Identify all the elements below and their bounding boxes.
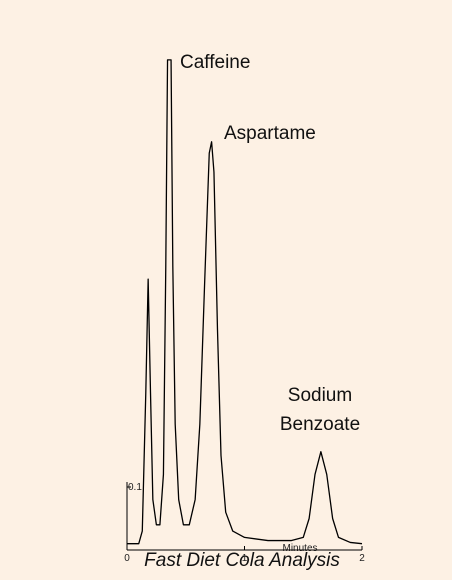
peak-label: Aspartame <box>224 123 316 144</box>
peak-label: Benzoate <box>280 414 360 435</box>
y-tick-label: 0.1 <box>128 482 142 493</box>
trace-line <box>127 59 363 545</box>
peak-label: Sodium <box>288 385 352 406</box>
x-axis-label: Minutes <box>282 543 317 554</box>
x-tick-label: 1 <box>242 553 248 564</box>
x-tick-label: 2 <box>359 553 365 564</box>
peak-label: Caffeine <box>180 52 250 73</box>
x-tick-label: 0 <box>124 553 130 564</box>
chart-title: Fast Diet Cola Analysis <box>144 550 340 571</box>
